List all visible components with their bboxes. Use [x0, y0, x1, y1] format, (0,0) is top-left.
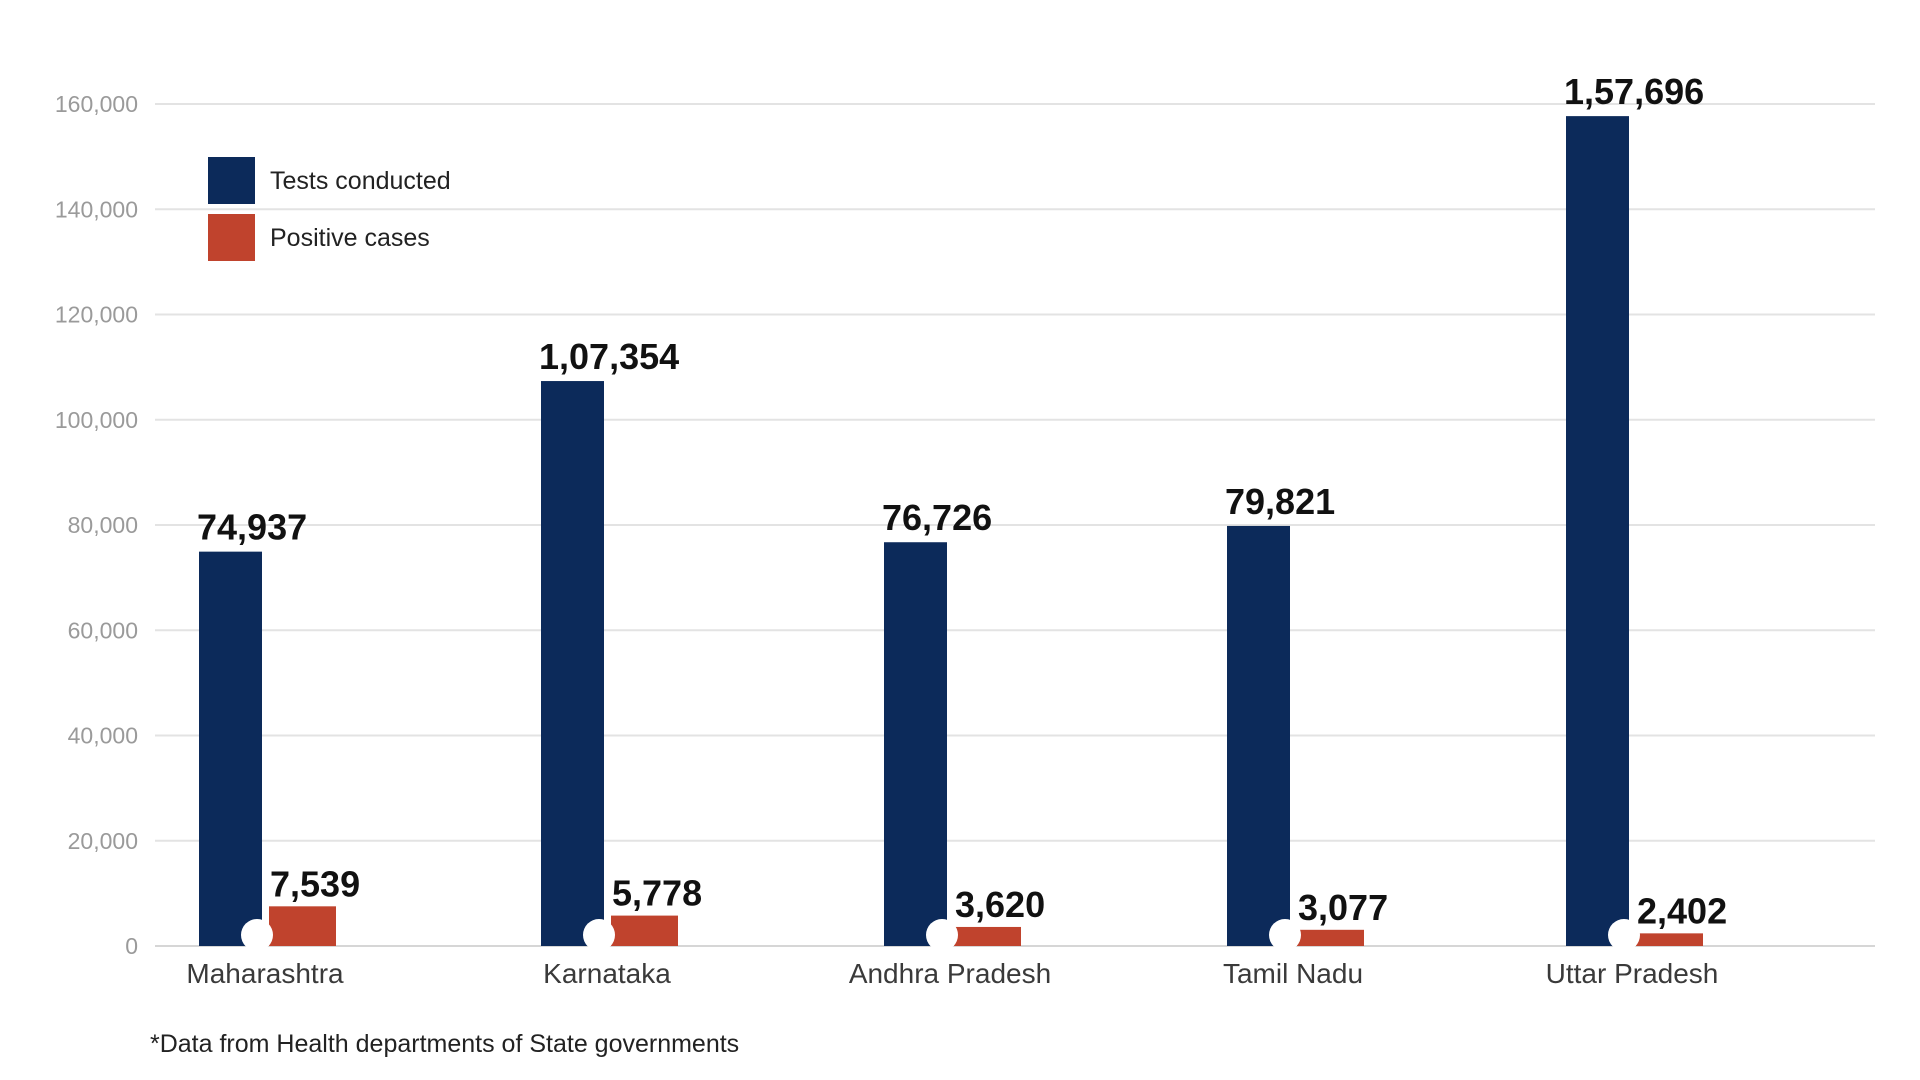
bar-marker-dot [926, 919, 958, 951]
data-label-tests: 1,57,696 [1564, 71, 1704, 112]
bar-positive-cases [269, 906, 336, 946]
x-tick-label: Maharashtra [186, 958, 344, 989]
y-tick-label: 100,000 [55, 407, 138, 433]
data-label-positive: 3,620 [955, 884, 1045, 925]
bars-layer [199, 116, 1703, 946]
y-tick-label: 140,000 [55, 196, 138, 222]
legend-swatch-positive [208, 214, 255, 261]
x-tick-label: Andhra Pradesh [849, 958, 1051, 989]
legend-label-tests: Tests conducted [270, 167, 451, 195]
bar-tests-conducted [1566, 116, 1629, 946]
y-tick-label: 0 [125, 933, 138, 959]
bar-positive-cases [1636, 933, 1703, 946]
bar-positive-cases [954, 926, 1021, 946]
data-label-positive: 5,778 [612, 873, 702, 914]
data-label-tests: 76,726 [882, 497, 992, 538]
x-tick-label: Karnataka [543, 958, 671, 989]
bar-marker-dot [1608, 919, 1640, 951]
y-tick-label: 40,000 [68, 723, 138, 749]
footnote: *Data from Health departments of State g… [150, 1030, 739, 1058]
bar-positive-cases [611, 915, 678, 946]
bar-tests-conducted [1227, 525, 1290, 946]
x-tick-label: Uttar Pradesh [1546, 958, 1719, 989]
data-label-positive: 7,539 [270, 863, 360, 904]
data-label-tests: 74,937 [197, 507, 307, 548]
bar-tests-conducted [884, 542, 947, 946]
bar-tests-conducted [199, 551, 262, 946]
x-tick-label: Tamil Nadu [1223, 958, 1363, 989]
bar-marker-dot [241, 919, 273, 951]
grid-layer [155, 103, 1875, 947]
y-tick-label: 60,000 [68, 617, 138, 643]
legend-swatch-tests [208, 157, 255, 204]
legend-label-positive: Positive cases [270, 224, 430, 252]
data-label-positive: 3,077 [1298, 887, 1388, 928]
y-tick-label: 120,000 [55, 302, 138, 328]
labels-layer: 0 20,000 40,000 60,000 80,000 100,000 120,000 1… [55, 71, 1727, 989]
y-tick-label: 20,000 [68, 828, 138, 854]
data-label-positive: 2,402 [1637, 890, 1727, 931]
bar-tests-conducted [541, 381, 604, 946]
data-label-tests: 79,821 [1225, 481, 1335, 522]
legend: Tests conducted Positive cases [208, 157, 451, 261]
bar-marker-dot [583, 919, 615, 951]
y-tick-label: 80,000 [68, 512, 138, 538]
bar-positive-cases [1297, 929, 1364, 946]
data-label-tests: 1,07,354 [539, 336, 679, 377]
bar-marker-dot [1269, 919, 1301, 951]
y-tick-label: 160,000 [55, 91, 138, 117]
